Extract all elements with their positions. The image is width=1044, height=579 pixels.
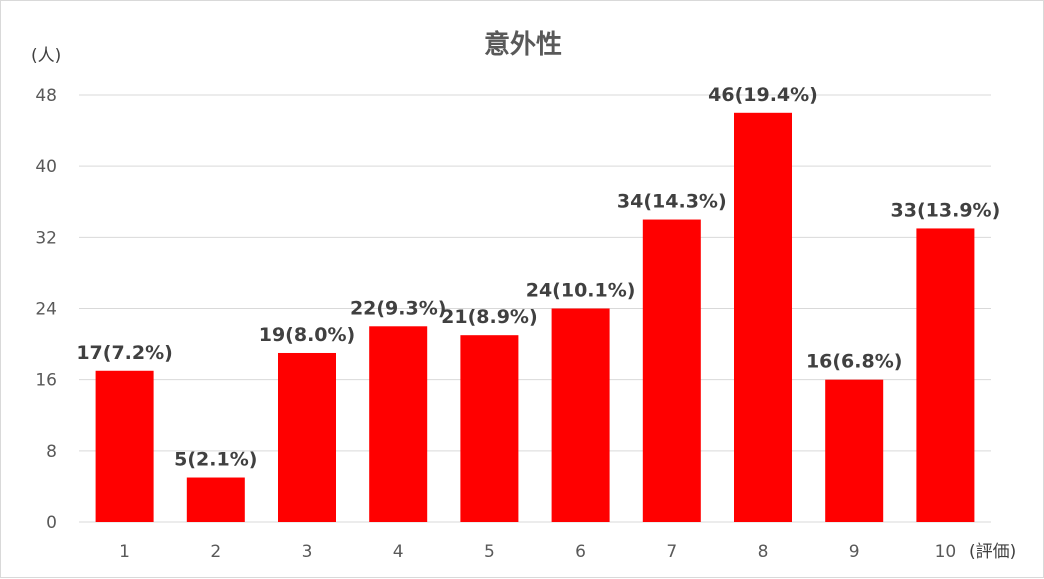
x-tick-label: 6 <box>575 542 586 562</box>
data-label: 24(10.1%) <box>526 280 636 302</box>
bar <box>369 326 428 522</box>
y-axis-unit-label: (人) <box>31 46 61 66</box>
bar <box>825 379 884 522</box>
y-tick-label: 32 <box>35 228 57 248</box>
y-tick-label: 8 <box>46 442 57 462</box>
x-axis-unit-label: (評価) <box>969 542 1016 562</box>
bar <box>186 477 245 522</box>
gridlines <box>79 94 991 523</box>
x-tick-label: 1 <box>119 542 130 562</box>
x-tick-label: 9 <box>849 542 860 562</box>
data-label: 19(8.0%) <box>259 324 356 346</box>
bar <box>734 112 792 523</box>
x-tick-label: 3 <box>302 542 313 562</box>
x-tick-label: 7 <box>666 542 677 562</box>
data-label: 16(6.8%) <box>806 351 903 373</box>
y-tick-label: 48 <box>35 86 57 106</box>
y-tick-label: 40 <box>35 157 57 177</box>
data-label: 46(19.4%) <box>708 84 818 106</box>
y-tick-label: 16 <box>35 371 57 391</box>
chart-title: 意外性 <box>484 29 562 60</box>
data-label: 33(13.9%) <box>891 199 1001 221</box>
data-label: 34(14.3%) <box>617 191 727 213</box>
bars <box>95 112 975 523</box>
data-labels: 17(7.2%) 5(2.1%) 19(8.0%) 22(9.3%)21(8.9%) 2… <box>76 84 1000 471</box>
bar <box>916 228 975 522</box>
data-label: 22(9.3%) <box>350 297 447 319</box>
bar <box>551 308 610 522</box>
x-tick-label: 4 <box>393 542 404 562</box>
bar <box>278 352 336 522</box>
y-axis-ticks: 0 8 16 24 32 40 48 <box>35 86 57 533</box>
y-tick-label: 0 <box>46 513 57 533</box>
x-tick-label: 10 <box>935 542 957 562</box>
bar <box>95 370 154 522</box>
x-axis-ticks: 1 2 3 4 5 6 7 8 9 10 <box>119 542 956 562</box>
data-label: 21(8.9%) <box>441 306 538 328</box>
x-tick-label: 8 <box>758 542 769 562</box>
data-label: 17(7.2%) <box>76 342 173 364</box>
y-tick-label: 24 <box>35 300 57 320</box>
bar <box>642 219 701 522</box>
data-label: 5(2.1%) <box>174 449 257 471</box>
bar <box>460 335 519 522</box>
x-tick-label: 5 <box>484 542 495 562</box>
x-tick-label: 2 <box>210 542 221 562</box>
